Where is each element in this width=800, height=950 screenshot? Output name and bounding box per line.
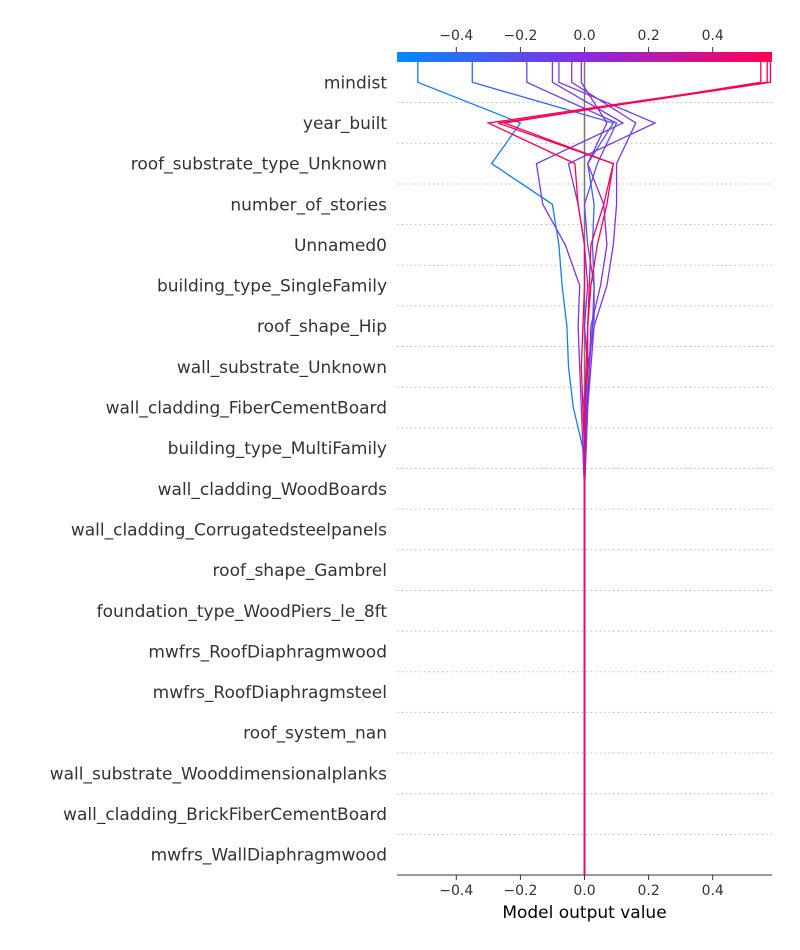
feature-label: mwfrs_RoofDiaphragmsteel bbox=[153, 683, 387, 703]
x-tick-label: 0.0 bbox=[573, 883, 595, 899]
feature-label: mwfrs_RoofDiaphragmwood bbox=[148, 642, 387, 662]
feature-label: wall_cladding_WoodBoards bbox=[158, 480, 387, 500]
feature-label: number_of_stories bbox=[230, 195, 387, 215]
feature-label: mwfrs_WallDiaphragmwood bbox=[151, 846, 387, 866]
feature-label: roof_system_nan bbox=[243, 724, 387, 744]
feature-label: year_built bbox=[303, 114, 387, 134]
feature-label: wall_cladding_BrickFiberCementBoard bbox=[63, 805, 387, 825]
feature-label: wall_cladding_Corrugatedsteelpanels bbox=[71, 520, 387, 540]
top-x-tick-label: −0.4 bbox=[439, 28, 473, 44]
decision-path-10 bbox=[501, 62, 762, 875]
decision-path-3 bbox=[526, 62, 618, 875]
feature-label: mindist bbox=[324, 73, 387, 93]
top-x-tick-label: −0.2 bbox=[503, 28, 537, 44]
decision-path-8 bbox=[497, 62, 772, 875]
top-x-tick-label: 0.4 bbox=[702, 28, 724, 44]
colorbar bbox=[397, 52, 772, 62]
feature-label: Unnamed0 bbox=[294, 236, 387, 256]
feature-label: wall_cladding_FiberCementBoard bbox=[106, 399, 387, 419]
feature-label: roof_substrate_type_Unknown bbox=[131, 155, 387, 175]
decision-path-2 bbox=[471, 62, 615, 875]
decision-paths bbox=[417, 62, 772, 875]
top-x-tick-label: 0.2 bbox=[637, 28, 659, 44]
feature-label: building_type_SingleFamily bbox=[157, 277, 387, 297]
x-tick-label: −0.2 bbox=[503, 883, 537, 899]
bottom-x-axis: −0.4 −0.2 0.0 0.2 0.4 bbox=[397, 874, 772, 899]
x-tick-label: 0.4 bbox=[702, 883, 724, 899]
feature-label: wall_substrate_Wooddimensionalplanks bbox=[50, 764, 387, 784]
decision-path-6 bbox=[571, 62, 637, 875]
feature-label: foundation_type_WoodPiers_le_8ft bbox=[97, 602, 388, 622]
feature-label: roof_shape_Hip bbox=[257, 317, 387, 337]
top-x-tick-label: 0.0 bbox=[573, 28, 595, 44]
feature-labels: mindist year_built roof_substrate_type_Unk… bbox=[50, 73, 388, 865]
x-tick-label: −0.4 bbox=[439, 883, 473, 899]
x-tick-label: 0.2 bbox=[637, 883, 659, 899]
feature-label: roof_shape_Gambrel bbox=[213, 561, 387, 581]
x-axis-title: Model output value bbox=[502, 903, 666, 923]
feature-label: building_type_MultiFamily bbox=[168, 439, 387, 459]
top-x-axis: −0.4 −0.2 0.0 0.2 0.4 bbox=[439, 28, 724, 52]
feature-label: wall_substrate_Unknown bbox=[177, 358, 387, 378]
